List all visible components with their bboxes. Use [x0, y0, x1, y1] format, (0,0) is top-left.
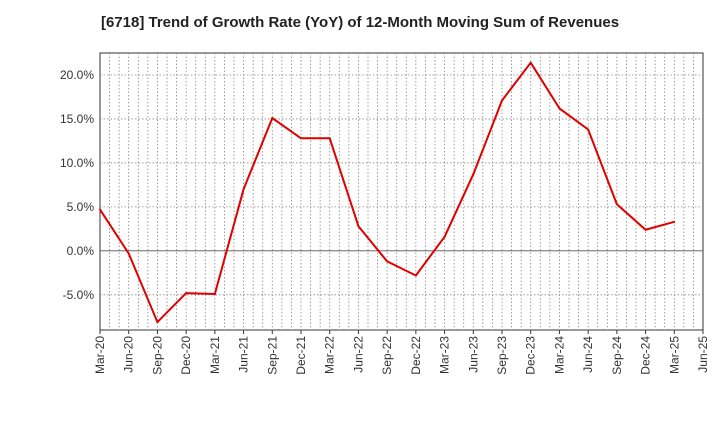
- data-point: [501, 99, 503, 102]
- x-tick-label: Mar-20: [93, 336, 107, 374]
- x-tick-label: Sep-24: [610, 336, 624, 375]
- data-point: [587, 128, 590, 131]
- y-tick-label: 5.0%: [67, 200, 95, 214]
- axis-layer: 20.0% 15.0% 10.0% 5.0% 0.0% -5.0% Mar-20 Jun-20…: [60, 68, 710, 375]
- data-point: [242, 188, 245, 191]
- grid-layer: [100, 53, 703, 330]
- data-point: [615, 203, 618, 206]
- x-tick-label: Sep-20: [150, 336, 164, 375]
- y-tick-label: 15.0%: [60, 112, 94, 126]
- chart-title: [6718] Trend of Growth Rate (YoY) of 12-…: [100, 14, 620, 31]
- series-layer: [99, 61, 676, 324]
- x-tick-label: Dec-20: [179, 336, 193, 375]
- x-tick-label: Jun-24: [581, 336, 595, 373]
- y-tick-label: 0.0%: [67, 244, 95, 258]
- x-tick-label: Sep-22: [380, 336, 394, 375]
- y-tick-label: -5.0%: [63, 288, 95, 302]
- data-point: [529, 61, 532, 64]
- x-tick-label: Mar-25: [667, 336, 681, 374]
- data-point: [271, 117, 274, 120]
- data-point: [558, 107, 561, 110]
- data-point: [156, 321, 159, 324]
- x-tick-label: Mar-22: [323, 336, 337, 374]
- x-tick-label: Jun-21: [237, 336, 251, 373]
- data-point: [414, 274, 417, 277]
- x-tick-label: Jun-20: [122, 336, 136, 373]
- data-point: [443, 235, 446, 238]
- data-point: [644, 228, 647, 231]
- x-tick-label: Dec-21: [294, 336, 308, 375]
- data-point: [127, 252, 130, 255]
- x-tick-label: Dec-23: [524, 336, 538, 375]
- data-point: [472, 173, 475, 176]
- x-tick-label: Jun-25: [696, 336, 710, 373]
- x-tick-label: Sep-21: [265, 336, 279, 375]
- x-tick-label: Mar-23: [438, 336, 452, 374]
- plot-area: [99, 52, 704, 331]
- data-point: [185, 292, 188, 295]
- data-point: [357, 225, 360, 228]
- x-tick-label: Jun-22: [351, 336, 365, 373]
- x-tick-label: Mar-21: [208, 336, 222, 374]
- x-tick-label: Sep-23: [495, 336, 509, 375]
- x-tick-label: Dec-22: [409, 336, 423, 375]
- y-tick-label: 20.0%: [60, 68, 94, 82]
- data-point: [99, 208, 101, 211]
- data-point: [328, 137, 331, 140]
- data-point: [213, 292, 216, 295]
- data-point: [673, 220, 676, 223]
- x-tick-label: Mar-24: [552, 336, 566, 374]
- data-point: [386, 260, 389, 263]
- x-tick-label: Jun-23: [466, 336, 480, 373]
- x-tick-label: Dec-24: [639, 336, 653, 375]
- data-point: [300, 137, 302, 140]
- y-tick-label: 10.0%: [60, 156, 94, 170]
